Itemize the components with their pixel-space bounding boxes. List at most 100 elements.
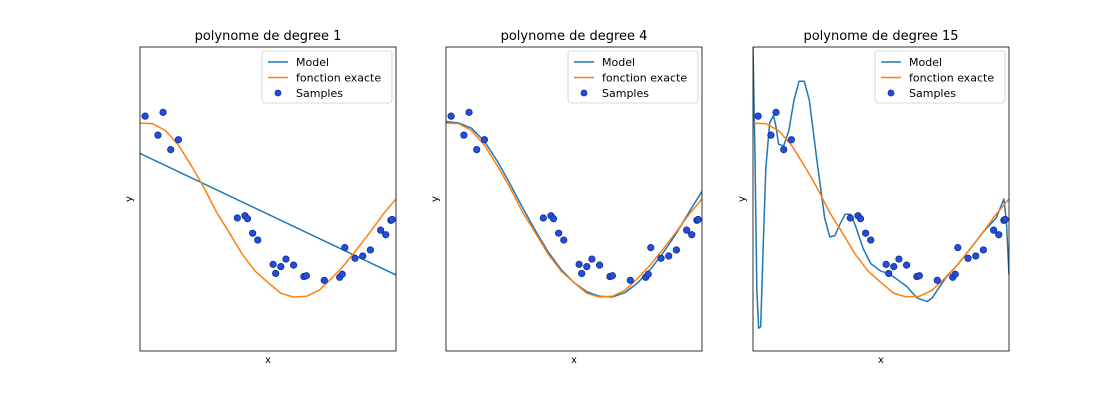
legend-entry-label: Samples bbox=[296, 87, 343, 100]
legend-box bbox=[874, 50, 1006, 104]
sample-point bbox=[366, 246, 374, 254]
legend-entry-label: fonction exacte bbox=[602, 72, 687, 85]
sample-point bbox=[269, 260, 277, 268]
sample-point bbox=[382, 231, 390, 239]
sample-point bbox=[575, 260, 583, 268]
sample-point bbox=[377, 226, 385, 234]
sample-point bbox=[780, 146, 788, 154]
sample-point bbox=[951, 270, 959, 278]
legend-swatch-marker bbox=[274, 89, 282, 97]
sample-point bbox=[964, 254, 972, 262]
sample-point bbox=[1001, 215, 1009, 224]
sample-point bbox=[560, 236, 568, 244]
sample-point bbox=[167, 146, 175, 154]
sample-point bbox=[473, 146, 481, 154]
sample-point bbox=[862, 229, 870, 237]
sample-point bbox=[772, 108, 780, 116]
sample-point bbox=[272, 269, 280, 278]
legend-entry-label: fonction exacte bbox=[909, 72, 994, 85]
sample-point bbox=[583, 263, 591, 271]
y-axis-label: y bbox=[430, 196, 441, 202]
sample-point bbox=[867, 236, 875, 244]
sample-point bbox=[243, 215, 252, 223]
sample-point bbox=[902, 261, 911, 269]
legend-box bbox=[261, 50, 393, 104]
legend-swatch-marker bbox=[887, 89, 895, 97]
sample-point bbox=[320, 276, 328, 284]
sample-point bbox=[447, 112, 455, 120]
sample-point bbox=[174, 136, 182, 144]
sample-point bbox=[688, 231, 696, 239]
sample-point bbox=[282, 255, 290, 263]
sample-point bbox=[595, 261, 604, 269]
sample-point bbox=[767, 131, 775, 139]
sample-point bbox=[890, 263, 898, 271]
legend-entry-label: Model bbox=[296, 56, 329, 69]
plot-content bbox=[753, 47, 1009, 329]
legend-swatch-marker bbox=[580, 89, 588, 97]
x-axis-label: x bbox=[878, 355, 884, 366]
series-line-fonction-exacte bbox=[140, 122, 396, 298]
sample-point bbox=[359, 252, 367, 260]
legend: Model fonction exacte Samples bbox=[874, 50, 1006, 104]
axes-frame bbox=[139, 46, 397, 352]
sample-point bbox=[555, 229, 563, 237]
sample-point bbox=[254, 236, 262, 244]
sample-point bbox=[972, 252, 980, 260]
sample-point bbox=[351, 254, 359, 262]
x-axis-label: x bbox=[571, 355, 577, 366]
chart-title: polynome de degree 4 bbox=[501, 29, 648, 44]
sample-point bbox=[388, 215, 396, 224]
series-line-fonction-exacte bbox=[446, 122, 702, 298]
sample-point bbox=[289, 261, 298, 269]
sample-point bbox=[885, 269, 893, 278]
y-axis-label: y bbox=[124, 196, 135, 202]
sample-point bbox=[249, 229, 257, 237]
sample-point bbox=[915, 272, 924, 280]
plot-content bbox=[140, 108, 396, 298]
sample-point bbox=[683, 226, 691, 234]
sample-point bbox=[846, 214, 854, 222]
sample-point bbox=[608, 272, 617, 280]
sample-point bbox=[549, 215, 558, 223]
sample-point bbox=[882, 260, 890, 268]
plot-content bbox=[446, 108, 702, 298]
sample-point bbox=[159, 108, 167, 116]
legend-box bbox=[567, 50, 699, 104]
legend: Model fonction exacte Samples bbox=[261, 50, 393, 104]
sample-point bbox=[990, 226, 998, 234]
sample-point bbox=[141, 112, 149, 120]
sample-point bbox=[460, 131, 468, 139]
subplot-1: polynome de degree 1 x y Model fonction exac… bbox=[124, 29, 397, 366]
subplot-3: polynome de degree 15 x y Model fonction exa… bbox=[737, 29, 1010, 366]
sample-point bbox=[672, 246, 681, 254]
sample-point bbox=[233, 214, 241, 222]
legend-entry-label: Model bbox=[909, 56, 942, 69]
legend-entry-label: Model bbox=[602, 56, 635, 69]
sample-point bbox=[694, 215, 702, 224]
sample-point bbox=[341, 244, 349, 252]
sample-point bbox=[895, 255, 903, 263]
x-axis-label: x bbox=[265, 355, 271, 366]
axes-frame bbox=[752, 46, 1010, 352]
sample-point bbox=[539, 214, 547, 222]
subplot-2: polynome de degree 4 x y Model fonction exac… bbox=[430, 29, 703, 366]
sample-point bbox=[578, 269, 586, 278]
sample-point bbox=[856, 215, 865, 223]
axes-frame bbox=[445, 46, 703, 352]
y-axis-label: y bbox=[737, 196, 748, 202]
sample-point bbox=[302, 272, 310, 280]
sample-point bbox=[644, 270, 652, 278]
legend-entry-label: fonction exacte bbox=[296, 72, 381, 85]
sample-point bbox=[647, 244, 655, 252]
chart-title: polynome de degree 1 bbox=[195, 29, 342, 44]
chart-title: polynome de degree 15 bbox=[803, 29, 958, 44]
sample-point bbox=[787, 136, 796, 144]
sample-point bbox=[338, 270, 346, 278]
legend: Model fonction exacte Samples bbox=[567, 50, 699, 104]
legend-entry-label: Samples bbox=[909, 87, 956, 100]
sample-point bbox=[465, 108, 473, 116]
sample-point bbox=[954, 244, 962, 252]
sample-point bbox=[277, 263, 285, 271]
